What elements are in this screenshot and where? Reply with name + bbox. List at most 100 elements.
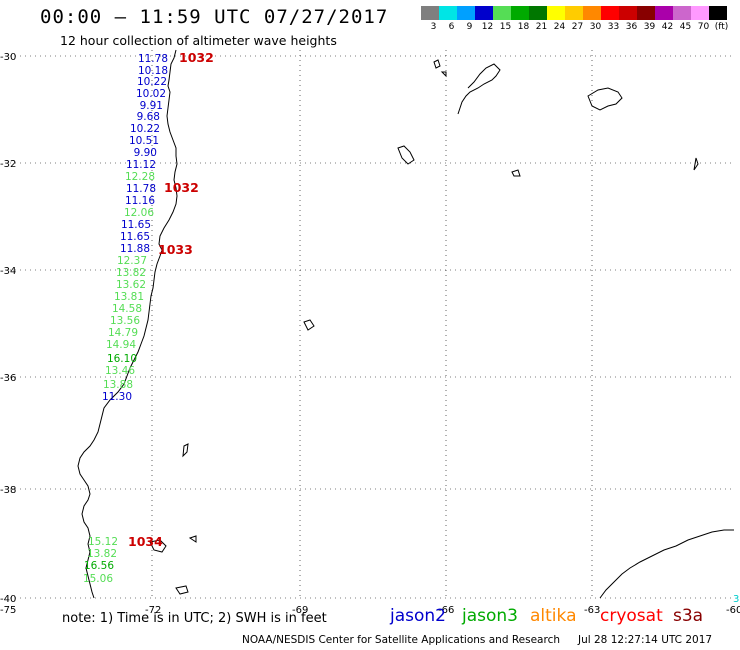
wave-height-value: 9.68 [137,111,160,123]
colorbar-swatch [619,6,637,20]
wave-height-value: 16.10 [107,353,137,365]
valdes-peninsula [587,87,623,111]
credit-text: NOAA/NESDIS Center for Satellite Applica… [242,634,560,646]
wave-height-value: 13.82 [87,548,117,560]
legend-altika: altika [530,606,577,626]
colorbar-label: 12 [481,22,494,32]
wave-height-value: 13.81 [114,291,144,303]
map-title: 00:00 – 11:59 UTC 07/27/2017 [40,6,389,28]
longitude-label: -63 [584,605,600,616]
longitude-labels: -75 -72 -69 -66 -63 -603 [0,594,740,616]
wave-height-value: 13.88 [103,379,133,391]
time-label: 1032 [179,50,214,65]
wave-height-value: 11.30 [102,391,132,403]
colorbar-label: 3 [430,22,437,32]
colorbar-swatch [439,6,457,20]
latitude-label: -40 [0,594,16,605]
colorbar-label: 24 [553,22,566,32]
colorbar-swatch [493,6,511,20]
colorbar-swatch [457,6,475,20]
wave-height-colorbar [421,6,727,20]
time-label: 1032 [164,180,199,195]
colorbar-swatch [655,6,673,20]
colorbar-swatch [709,6,727,20]
wave-height-value: 12.06 [124,207,154,219]
colorbar-label: 15 [499,22,512,32]
time-labels: 1032 1032 1033 1034 [128,50,214,549]
colorbar-swatch [565,6,583,20]
colorbar-label: 42 [661,22,674,32]
colorbar-swatch [691,6,709,20]
latitude-label: -34 [0,266,16,277]
wave-height-value: 14.79 [108,327,138,339]
wave-height-value: 10.22 [137,76,167,88]
longitude-label: -69 [292,605,308,616]
wave-height-value: 14.94 [106,339,136,351]
time-label: 1034 [128,534,163,549]
colorbar-label: 36 [625,22,638,32]
argentina-shore-bits [303,59,699,331]
colorbar-swatch [583,6,601,20]
wave-height-value: 16.56 [84,560,114,572]
colorbar-label: 70 [697,22,710,32]
colorbar-swatch [511,6,529,20]
legend-cryosat: cryosat [600,606,663,626]
map-grid [5,50,735,598]
wave-height-value: 10.02 [136,88,166,100]
generated-timestamp: Jul 28 12:27:14 UTC 2017 [578,634,713,646]
wave-height-value: 9.90 [134,147,157,159]
footer-note: note: 1) Time is in UTC; 2) SWH is in fe… [62,611,327,626]
wave-height-labels: 11.7810.1810.2210.029.919.6810.2210.519.… [83,53,168,585]
map-subtitle: 12 hour collection of altimeter wave hei… [60,33,337,48]
latitude-labels: -30 -32 -34 -36 -38 -40 [0,52,16,605]
wave-height-value: 11.65 [120,231,150,243]
wave-height-value: 12.28 [125,171,155,183]
wave-height-value: 15.12 [88,536,118,548]
longitude-extra-label: 3 [733,594,739,605]
colorbar-swatch [421,6,439,20]
longitude-label: -75 [0,605,16,616]
colorbar-label: 18 [517,22,530,32]
wave-height-value: 10.22 [130,123,160,135]
longitude-label: -60 [726,605,740,616]
wave-height-value: 11.65 [121,219,151,231]
colorbar-swatch [475,6,493,20]
chile-coastline [77,49,178,599]
legend-jason3: jason3 [462,606,518,626]
colorbar-swatch [637,6,655,20]
colorbar-label: 6 [448,22,455,32]
latitude-label: -30 [0,52,16,63]
longitude-label: -66 [438,605,454,616]
wave-height-value: 12.37 [117,255,147,267]
colorbar-label: 21 [535,22,548,32]
argentina-coast-north [457,63,501,115]
colorbar-label: (ft) [714,22,729,32]
wave-height-value: 11.78 [138,53,168,65]
wave-height-value: 13.82 [116,267,146,279]
wave-height-value: 11.16 [125,195,155,207]
colorbar-label: 27 [571,22,584,32]
wave-height-value: 13.56 [110,315,140,327]
colorbar-label: 39 [643,22,656,32]
wave-height-value: 14.58 [112,303,142,315]
colorbar-label: 9 [466,22,473,32]
wave-height-value: 10.51 [129,135,159,147]
latitude-label: -32 [0,159,16,170]
wave-height-value: 11.88 [120,243,150,255]
legend-jason2: jason2 [390,606,446,626]
wave-height-value: 9.91 [140,100,163,112]
colorbar-label: 45 [679,22,692,32]
wave-height-value: 15.06 [83,573,113,585]
legend-s3a: s3a [673,606,704,626]
longitude-label: -72 [145,605,161,616]
wave-height-value: 10.18 [138,65,168,77]
colorbar-label: 30 [589,22,602,32]
tierra-del-fuego-coast [599,529,734,599]
colorbar-swatch [529,6,547,20]
colorbar-swatch [673,6,691,20]
wave-height-value: 11.78 [126,183,156,195]
chiloe-island [149,539,167,553]
chile-islands [175,443,197,595]
time-label: 1033 [158,242,193,257]
